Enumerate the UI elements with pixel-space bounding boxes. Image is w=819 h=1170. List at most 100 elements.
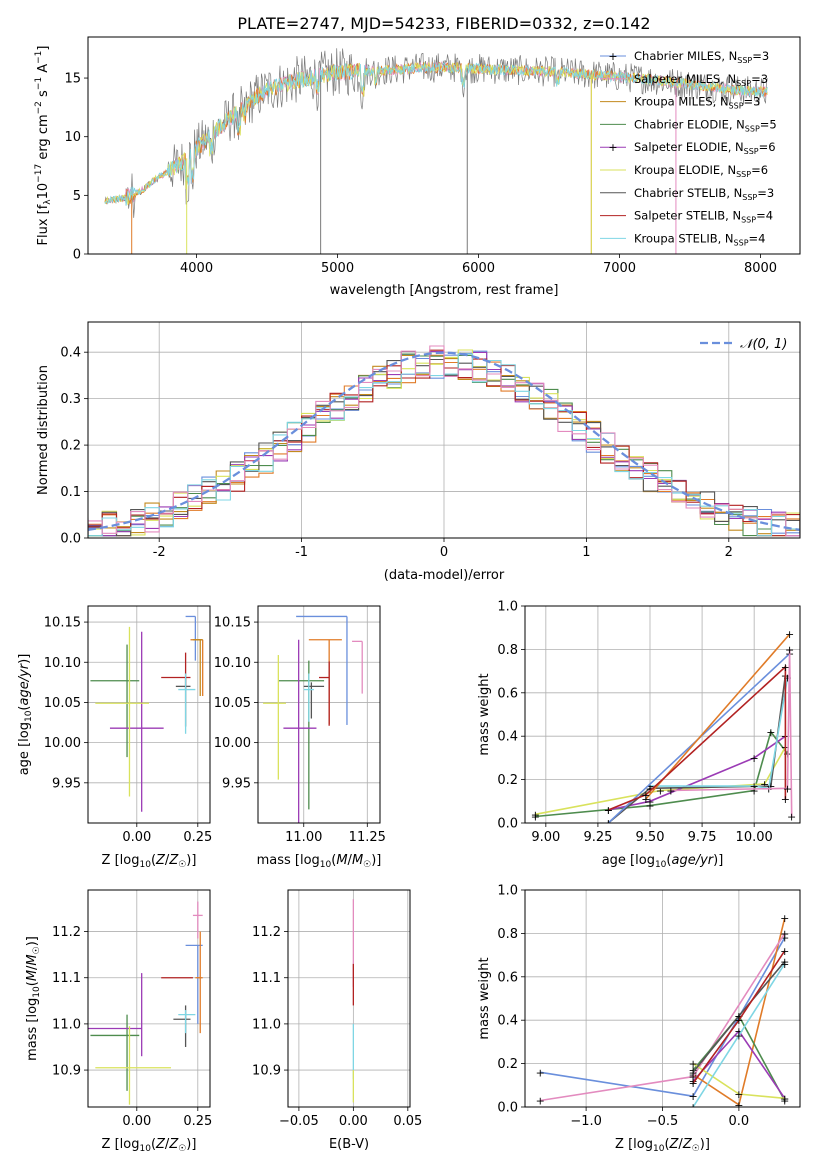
axes-frame <box>87 605 211 824</box>
series-marker: + <box>734 1099 743 1112</box>
series-marker: + <box>734 1029 743 1042</box>
series-line <box>692 1062 785 1100</box>
series-marker: + <box>656 784 665 797</box>
error-bar-point <box>90 1014 140 1091</box>
series-marker: + <box>734 1088 743 1101</box>
y-tick-label: 11.0 <box>252 1017 281 1032</box>
series-marker: + <box>750 752 759 765</box>
x-tick-label: 9.75 <box>688 830 717 845</box>
spectrum-legend: + Chabrier MILES, NSSP=3 Salpeter MILES, N… <box>600 49 777 247</box>
error-bar-point <box>192 901 203 939</box>
x-tick-label: 0.00 <box>339 1114 368 1129</box>
error-bar-point <box>178 673 196 734</box>
x-tick-label: -1 <box>295 545 308 560</box>
x-tick-label: 0.0 <box>729 1114 750 1129</box>
series-marker: + <box>604 817 613 830</box>
series-marker: + <box>604 804 613 817</box>
series-marker: + <box>780 1092 789 1105</box>
error-bar-point <box>352 640 363 694</box>
mass-weight-vs-age-panel: 9.00 9.25 9.50 9.75 10.00 0.0 0.2 0.4 0.6 0.8 1.0 +… <box>477 600 801 870</box>
error-bar-point <box>319 661 330 726</box>
y-tick-label: 0.4 <box>497 1014 518 1029</box>
y-tick-label: 9.95 <box>52 776 81 791</box>
x-tick-label: −1.0 <box>570 1114 602 1129</box>
x-tick-label: 0.00 <box>122 830 151 845</box>
model-spectrum <box>104 62 768 206</box>
series-marker: + <box>781 793 790 806</box>
y-tick-label: 0.8 <box>497 643 518 658</box>
y-tick-label: 10.05 <box>214 696 251 711</box>
legend-label: Salpeter MILES, NSSP=3 <box>634 72 768 88</box>
residual-histogram-panel: -2 -1 0 1 2 0.0 0.1 0.2 0.3 0.4 (data-model)/error… <box>36 321 801 583</box>
x-axis-label: mass [log10(M/M☉)] <box>257 853 382 870</box>
series-marker: + <box>688 1071 697 1084</box>
chart-title: PLATE=2747, MJD=54233, FIBERID=0332, z=0… <box>237 14 650 33</box>
error-bar-points <box>88 901 203 1105</box>
axes-frame <box>87 889 211 1108</box>
series-marker: + <box>780 927 789 940</box>
error-bar-point <box>296 615 348 725</box>
y-tick-label: 10.9 <box>52 1064 81 1079</box>
x-tick-label: 0.25 <box>183 1114 212 1129</box>
legend-label: Salpeter STELIB, NSSP=4 <box>634 209 773 225</box>
mass-vs-reddening-panel: −0.05 0.00 0.05 10.9 11.0 11.1 11.2 E(B-V) <box>252 889 422 1152</box>
y-tick-label: 0.6 <box>497 686 518 701</box>
axis-ticks: 9.00 9.25 9.50 9.75 10.00 0.0 0.2 0.4 0.6 0.8 1.0 <box>497 600 772 846</box>
mass-weight-vs-metallicity-panel: −1.0 −0.5 0.00.00.20.40.60.81.0+++++++++++… <box>477 884 801 1154</box>
series-marker: + <box>780 1092 789 1105</box>
error-bar-point <box>195 931 203 1034</box>
y-tick-label: 9.95 <box>222 776 251 791</box>
x-tick-label: 7000 <box>603 261 636 276</box>
axis-ticks: 11.00 11.25 9.95 10.00 10.05 10.10 10.15 <box>214 616 386 845</box>
series-marker: + <box>750 780 759 793</box>
y-axis-label: Flux [fλ10−17 erg cm−2 s−1 A−1] <box>34 46 53 246</box>
y-tick-label: 5 <box>73 189 81 204</box>
axis-ticks: 0.00 0.25 9.95 10.00 10.05 10.10 10.15 <box>44 616 212 845</box>
axes-frame <box>524 605 801 824</box>
series-marker: + <box>688 1090 697 1103</box>
y-tick-label: 10.9 <box>252 1064 281 1079</box>
y-tick-label: 11.0 <box>52 1017 81 1032</box>
series-marker: + <box>531 810 540 823</box>
series-marker: + <box>787 810 796 823</box>
series-line <box>692 963 786 1107</box>
series-line <box>540 932 786 1102</box>
x-tick-label: 8000 <box>744 261 777 276</box>
x-axis-label: Z [log10(Z/Z☉)] <box>615 1137 710 1154</box>
series-marker: + <box>645 780 654 793</box>
legend-label: Kroupa ELODIE, NSSP=6 <box>634 163 768 179</box>
series-marker: + <box>734 1014 743 1027</box>
error-bar-point <box>278 660 325 810</box>
axes-frame <box>87 321 801 539</box>
x-tick-label: −0.05 <box>279 1114 319 1129</box>
x-tick-label: 2 <box>725 545 733 560</box>
series-marker: + <box>531 808 540 821</box>
axes-frame <box>287 889 411 1108</box>
y-tick-label: 0.2 <box>60 439 81 454</box>
error-bar-point <box>90 644 140 758</box>
series-marker: + <box>688 1066 697 1079</box>
legend-label: Kroupa STELIB, NSSP=4 <box>634 231 765 247</box>
error-bar-point <box>185 615 197 661</box>
y-axis-label: mass weight <box>477 957 492 1039</box>
y-tick-label: 0.4 <box>60 346 81 361</box>
series-marker: + <box>688 1077 697 1090</box>
series-marker: + <box>780 958 789 971</box>
error-bar-point <box>192 639 203 697</box>
legend-label: Chabrier STELIB, NSSP=3 <box>634 186 774 202</box>
axes-frame <box>87 36 801 255</box>
y-tick-label: 0.3 <box>60 392 81 407</box>
series-marker: + <box>766 726 775 739</box>
x-axis-label: Z [log10(Z/Z☉)] <box>102 853 197 870</box>
axis-ticks: 0.00 0.25 10.9 11.0 11.1 11.2 <box>52 925 212 1129</box>
series-marker: + <box>783 782 792 795</box>
axis-ticks: 4000 5000 6000 7000 8000 0 5 10 15 <box>64 72 777 276</box>
x-axis-label: age [log10(age/yr)] <box>602 853 724 870</box>
error-bar-point <box>95 626 149 797</box>
series-marker: + <box>641 793 650 806</box>
series-marker: + <box>688 1068 697 1081</box>
series-lines: +++++++++++++++ +++ + +++++++++++ +++ <box>531 628 796 830</box>
x-tick-label: 5000 <box>321 261 354 276</box>
x-tick-label: 0.00 <box>122 1114 151 1129</box>
axes-frame <box>257 605 381 824</box>
